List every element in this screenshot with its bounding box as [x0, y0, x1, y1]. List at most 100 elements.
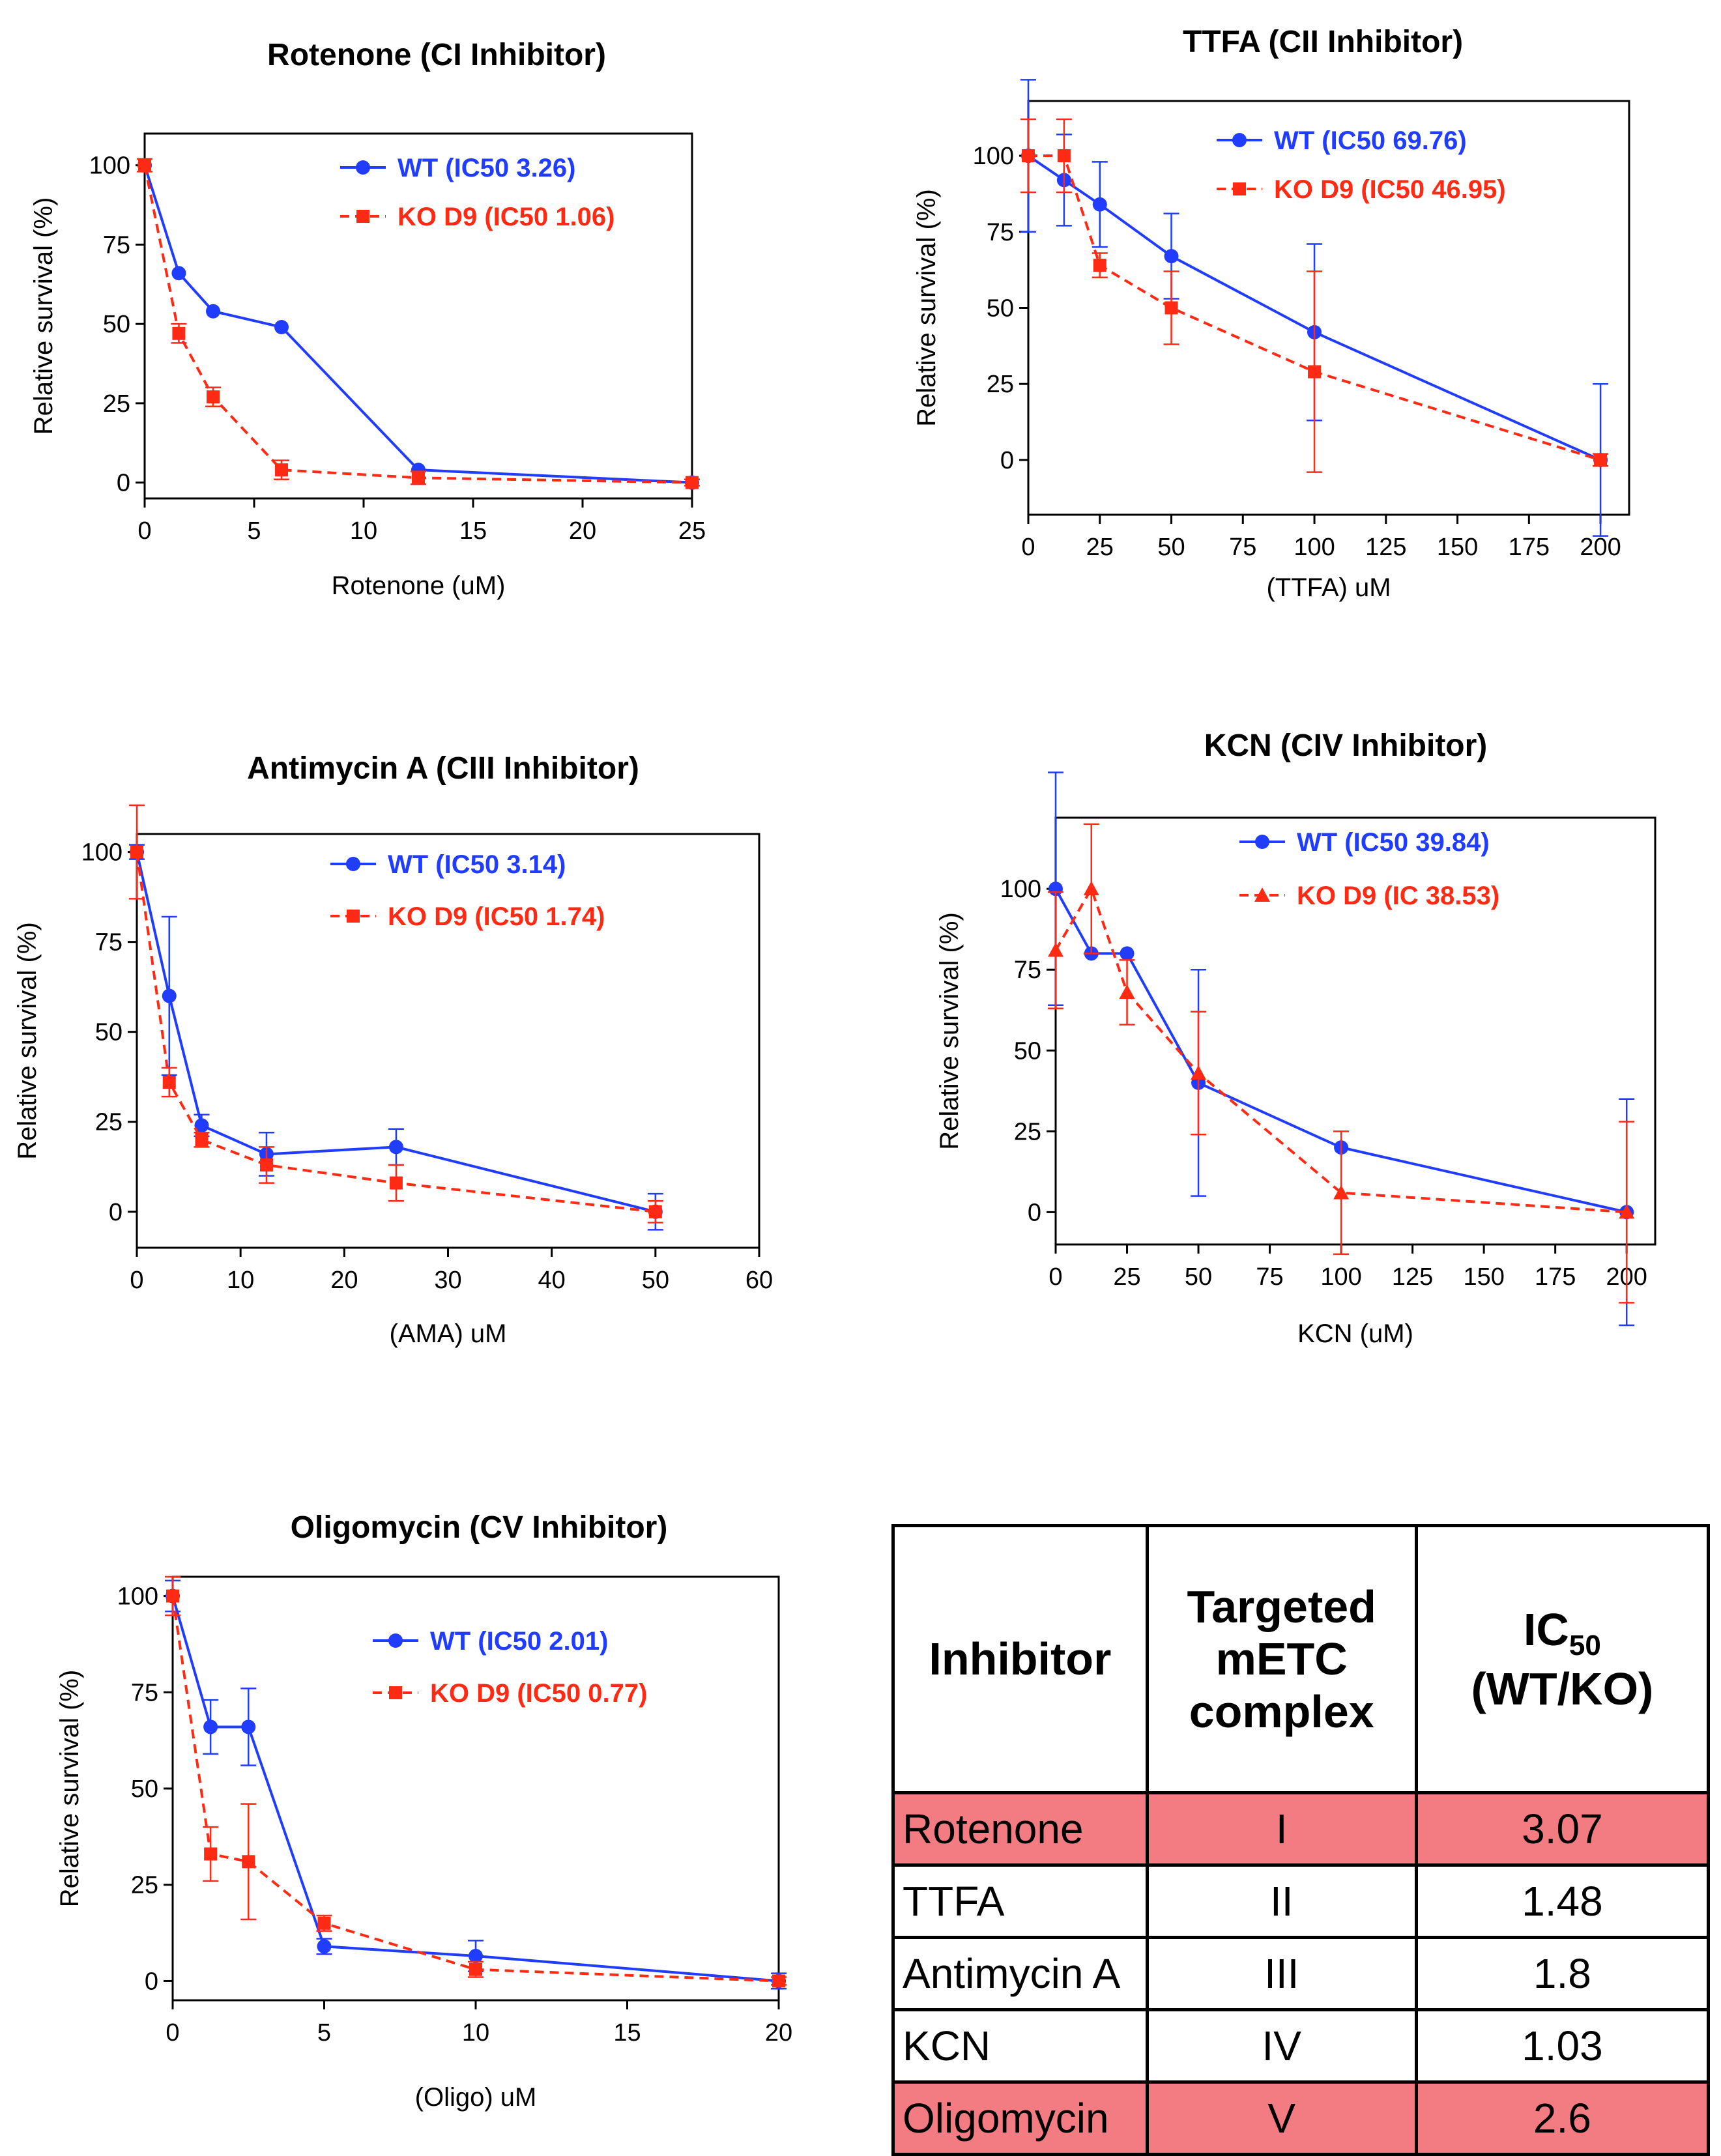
legend-wt: WT (IC50 3.14)	[330, 850, 566, 879]
chart-2: TTFA (CII Inhibitor) 0 25 50 75 100 125 150 175 2…	[912, 25, 1630, 602]
data-point	[1619, 1204, 1635, 1219]
data-point	[1092, 197, 1107, 212]
cell-complex: V	[1145, 2080, 1418, 2156]
data-point	[1120, 946, 1135, 961]
x-tick-label: 0	[166, 2019, 179, 2047]
legend-ko: KO D9 (IC50 1.06)	[340, 203, 615, 231]
data-point	[1057, 149, 1071, 163]
legend-label: KO D9 (IC50 1.74)	[388, 902, 605, 931]
cell-complex: III	[1145, 1936, 1418, 2011]
legend-marker	[389, 1686, 402, 1699]
data-point	[130, 845, 143, 859]
cell-complex: IV	[1145, 2008, 1418, 2084]
header-ic50-ratio: (WT/KO)	[1471, 1663, 1654, 1714]
x-tick-label: 10	[350, 517, 377, 545]
cell-inhibitor: Oligomycin	[891, 2080, 1149, 2156]
x-tick-label: 0	[1021, 534, 1035, 561]
data-point	[1308, 365, 1322, 379]
data-point	[194, 1118, 209, 1133]
y-tick-label: 75	[1014, 956, 1041, 984]
y-tick-label: 100	[81, 839, 123, 867]
data-point	[1119, 984, 1135, 999]
y-tick-label: 25	[95, 1109, 123, 1136]
series-line	[1054, 888, 1627, 1214]
table-row: Rotenone I 3.07	[891, 1791, 1711, 1867]
legend-ko: KO D9 (IC50 1.74)	[330, 902, 605, 931]
data-point	[469, 1949, 483, 1964]
cell-inhibitor: TTFA	[891, 1863, 1149, 1939]
data-point	[1594, 453, 1608, 467]
data-point	[207, 390, 220, 404]
legend-wt: WT (IC50 69.76)	[1217, 126, 1467, 155]
y-tick-label: 100	[1000, 876, 1041, 903]
x-tick-label: 175	[1535, 1263, 1576, 1291]
legend-marker	[347, 910, 360, 923]
x-tick-label: 50	[1185, 1263, 1212, 1291]
data-point	[412, 471, 425, 485]
x-tick-label: 75	[1229, 534, 1256, 561]
legend-label: WT (IC50 39.84)	[1297, 828, 1490, 857]
legend-label: WT (IC50 3.14)	[388, 850, 566, 879]
data-point	[259, 1158, 273, 1171]
series-line	[143, 165, 693, 484]
series-ko	[1048, 823, 1635, 1304]
legend-label: WT (IC50 69.76)	[1274, 126, 1467, 155]
x-tick-label: 5	[247, 517, 261, 545]
x-tick-label: 25	[678, 517, 706, 545]
data-point	[171, 266, 186, 281]
series-line	[143, 165, 693, 484]
x-tick-label: 15	[613, 2019, 641, 2047]
x-tick-label: 0	[130, 1267, 143, 1294]
header-ic50: IC50 (WT/KO)	[1414, 1524, 1711, 1794]
x-tick-label: 150	[1437, 534, 1478, 561]
x-tick-label: 0	[1049, 1263, 1062, 1291]
x-tick-label: 150	[1463, 1263, 1504, 1291]
data-point	[241, 1719, 256, 1734]
y-tick-label: 100	[89, 152, 130, 180]
y-tick-label: 50	[103, 311, 130, 338]
y-tick-label: 25	[103, 390, 130, 418]
y-tick-label: 0	[117, 470, 130, 497]
data-point	[162, 988, 177, 1003]
x-tick-label: 0	[137, 517, 151, 545]
data-point	[648, 1205, 662, 1218]
x-tick-label: 60	[745, 1267, 773, 1294]
y-tick-label: 50	[987, 295, 1014, 323]
x-tick-label: 15	[459, 517, 487, 545]
cell-ratio: 1.8	[1414, 1936, 1711, 2011]
legend-marker	[356, 210, 369, 223]
x-tick-label: 125	[1392, 1263, 1433, 1291]
chart-title: Rotenone (CI Inhibitor)	[267, 38, 606, 72]
y-tick-label: 25	[131, 1872, 158, 1899]
y-tick-label: 75	[131, 1679, 158, 1706]
series-ko	[129, 804, 663, 1224]
x-tick-label: 175	[1509, 534, 1550, 561]
data-point	[388, 1140, 403, 1155]
y-tick-label: 0	[1000, 447, 1014, 474]
header-targeted-complex: Targeted mETC complex	[1145, 1524, 1418, 1794]
plot-frame	[143, 132, 693, 500]
x-tick-label: 10	[462, 2019, 489, 2047]
data-point	[469, 1962, 482, 1976]
y-tick-label: 75	[95, 929, 123, 956]
x-tick-label: 100	[1320, 1263, 1361, 1291]
cell-ratio: 1.03	[1414, 2008, 1711, 2084]
series-line	[136, 852, 656, 1213]
x-tick-label: 40	[538, 1267, 566, 1294]
legend-wt: WT (IC50 3.26)	[340, 154, 575, 182]
cell-inhibitor: KCN	[891, 2008, 1149, 2084]
x-tick-label: 5	[317, 2019, 331, 2047]
series-ko	[137, 158, 700, 489]
data-point	[162, 1076, 176, 1089]
data-point	[1164, 301, 1178, 315]
table-row: Antimycin A III 1.8	[891, 1936, 1711, 2011]
series-ko	[1020, 118, 1609, 473]
data-point	[275, 463, 288, 477]
y-axis-label: Relative survival (%)	[29, 197, 58, 435]
legend-marker	[346, 857, 360, 871]
data-point	[204, 1847, 218, 1861]
y-tick-label: 50	[1014, 1037, 1041, 1065]
y-tick-label: 50	[131, 1775, 158, 1803]
x-tick-label: 20	[569, 517, 596, 545]
series-line	[1027, 154, 1601, 461]
